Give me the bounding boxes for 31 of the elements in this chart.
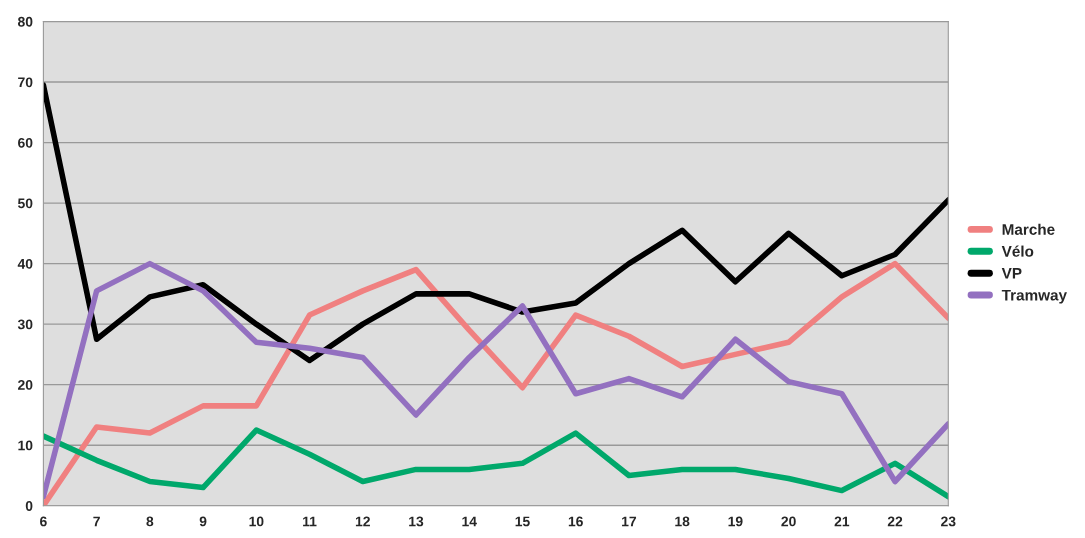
x-tick-label: 14 <box>462 516 477 527</box>
x-tick-label: 15 <box>515 516 530 527</box>
x-tick-label: 7 <box>93 516 100 527</box>
y-tick-label: 40 <box>17 258 33 269</box>
legend-label: VP <box>1001 268 1022 279</box>
x-tick-label: 16 <box>568 516 583 527</box>
x-tick-label: 23 <box>941 516 956 527</box>
x-tick-label: 10 <box>249 516 264 527</box>
x-tick-label: 20 <box>781 516 796 527</box>
x-tick-label: 19 <box>728 516 743 527</box>
x-tick-label: 13 <box>409 516 424 527</box>
legend-label: Tramway <box>1001 289 1067 304</box>
x-tick-label: 21 <box>834 516 850 527</box>
y-tick-label: 70 <box>18 77 33 88</box>
y-tick-label: 20 <box>18 380 33 390</box>
x-tick-label: 9 <box>199 516 207 527</box>
legend-label: Marche <box>1002 223 1055 235</box>
x-tick-label: 22 <box>887 516 903 527</box>
y-tick-label: 30 <box>17 319 33 330</box>
y-tick-label: 10 <box>18 440 33 451</box>
y-tick-label: 0 <box>25 501 33 511</box>
x-tick-label: 8 <box>146 516 154 527</box>
y-tick-label: 80 <box>17 16 33 27</box>
x-tick-label: 11 <box>303 516 317 527</box>
legend-label: Vélo <box>1001 245 1034 257</box>
x-tick-label: 17 <box>622 516 637 527</box>
y-tick-label: 50 <box>17 198 33 209</box>
x-tick-label: 6 <box>40 516 47 527</box>
x-tick-label: 12 <box>355 516 370 527</box>
y-tick-label: 60 <box>18 137 33 148</box>
x-tick-label: 18 <box>675 516 690 527</box>
